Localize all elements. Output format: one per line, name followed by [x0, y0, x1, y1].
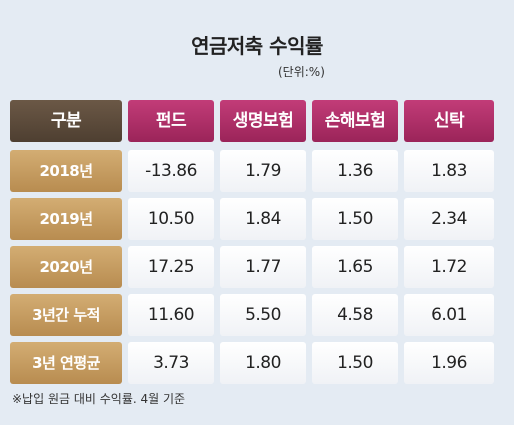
table-cell: 17.25: [128, 246, 214, 288]
table-cell: 1.77: [220, 246, 306, 288]
column-header: 구분: [10, 100, 122, 142]
note: ※납입 원금 대비 수익률. 4월 기준: [12, 392, 186, 406]
table-cell: 1.36: [312, 150, 398, 192]
table-cell: 1.65: [312, 246, 398, 288]
row-label: 2019년: [10, 198, 122, 240]
row-label: 2018년: [10, 150, 122, 192]
table-cell: 10.50: [128, 198, 214, 240]
table-cell: 1.79: [220, 150, 306, 192]
table-cell: 1.83: [404, 150, 494, 192]
table-cell: 1.96: [404, 342, 494, 384]
title: 연금저축 수익률: [191, 34, 323, 58]
table-cell: 2.34: [404, 198, 494, 240]
table-cell: 1.50: [312, 198, 398, 240]
table-cell: 1.50: [312, 342, 398, 384]
table-cell: 3.73: [128, 342, 214, 384]
column-header: 생명보험: [220, 100, 306, 142]
column-header: 손해보험: [312, 100, 398, 142]
row-label: 3년간 누적: [10, 294, 122, 336]
row-label: 2020년: [10, 246, 122, 288]
table-cell: 11.60: [128, 294, 214, 336]
table-cell: 5.50: [220, 294, 306, 336]
column-header: 신탁: [404, 100, 494, 142]
table-cell: 1.72: [404, 246, 494, 288]
table-cell: 1.80: [220, 342, 306, 384]
column-header: 펀드: [128, 100, 214, 142]
unit: (단위:%): [278, 65, 325, 79]
table-cell: 1.84: [220, 198, 306, 240]
table-cell: -13.86: [128, 150, 214, 192]
table-cell: 6.01: [404, 294, 494, 336]
table-cell: 4.58: [312, 294, 398, 336]
row-label: 3년 연평균: [10, 342, 122, 384]
